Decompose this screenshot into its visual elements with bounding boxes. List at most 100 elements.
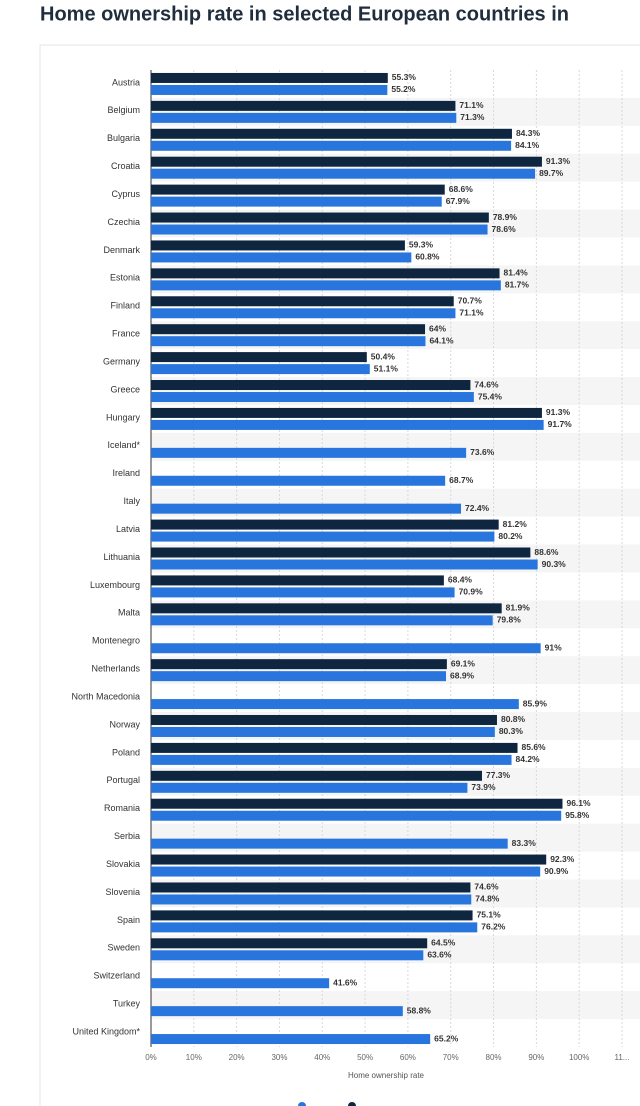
bar [151, 128, 512, 139]
bar [151, 308, 456, 319]
value-label: 84.1% [515, 140, 540, 150]
bar [151, 519, 499, 530]
value-label: 92.3% [550, 854, 575, 864]
value-label: 80.8% [501, 714, 526, 724]
y-tick-label: Luxembourg [90, 580, 140, 590]
y-tick-label: Hungary [106, 412, 141, 422]
value-label: 77.3% [486, 770, 511, 780]
value-label: 85.9% [523, 698, 548, 708]
bar [151, 503, 462, 514]
y-tick-label: Montenegro [92, 636, 140, 646]
value-label: 55.3% [392, 72, 417, 82]
bar [151, 854, 547, 865]
bar [151, 392, 474, 403]
x-tick-label: 20% [229, 1053, 245, 1062]
value-label: 70.9% [459, 587, 484, 597]
bar [151, 72, 388, 83]
value-label: 71.1% [459, 308, 484, 318]
x-tick-label: 11... [615, 1053, 630, 1062]
bar [151, 782, 468, 793]
x-tick-label: 0% [145, 1053, 157, 1062]
bar [151, 112, 457, 123]
value-label: 91% [545, 642, 562, 652]
y-tick-label: Czechia [107, 217, 140, 227]
x-tick-label: 30% [271, 1053, 287, 1062]
y-tick-label: Malta [118, 608, 140, 618]
x-tick-label: 100% [569, 1053, 589, 1062]
bar [151, 587, 455, 598]
y-tick-label: Portugal [106, 775, 140, 785]
bar [151, 447, 467, 458]
bar [151, 475, 446, 486]
value-label: 84.3% [516, 128, 541, 138]
y-tick-label: Turkey [113, 999, 141, 1009]
bar [151, 754, 512, 765]
value-label: 78.9% [493, 212, 518, 222]
bar [151, 296, 454, 307]
value-label: 63.6% [427, 950, 452, 960]
bar [151, 419, 544, 430]
y-tick-label: Finland [110, 301, 140, 311]
value-label: 71.3% [460, 112, 485, 122]
bar [151, 922, 478, 933]
value-label: 79.8% [497, 615, 522, 625]
y-tick-label: Italy [123, 496, 140, 506]
y-tick-label: Serbia [114, 831, 140, 841]
bar [151, 156, 542, 167]
bar [151, 671, 447, 682]
y-tick-label: Sweden [107, 943, 140, 953]
bar [151, 643, 541, 654]
bar [151, 699, 519, 710]
value-label: 55.2% [391, 84, 416, 94]
x-tick-label: 40% [314, 1053, 330, 1062]
bar [151, 184, 445, 195]
y-tick-label: Spain [117, 915, 140, 925]
y-tick-label: Poland [112, 747, 140, 757]
bar [151, 615, 493, 626]
value-label: 75.1% [477, 910, 502, 920]
bar [151, 324, 426, 335]
y-tick-label: Iceland* [107, 440, 140, 450]
value-label: 95.8% [565, 810, 590, 820]
bar [151, 838, 508, 849]
value-label: 74.6% [474, 882, 499, 892]
y-tick-label: Slovakia [106, 859, 140, 869]
value-label: 67.9% [446, 196, 471, 206]
bar [151, 547, 531, 558]
value-label: 89.7% [539, 168, 564, 178]
bar [151, 559, 538, 570]
value-label: 91.7% [548, 419, 573, 429]
y-tick-label: Lithuania [103, 552, 140, 562]
value-label: 85.6% [522, 742, 547, 752]
bar [151, 726, 495, 737]
value-label: 74.6% [474, 379, 499, 389]
value-label: 65.2% [434, 1033, 459, 1043]
bar [151, 894, 472, 905]
value-label: 41.6% [333, 977, 358, 987]
x-tick-label: 50% [357, 1053, 373, 1062]
bar [151, 714, 497, 725]
bar [151, 407, 542, 418]
y-tick-label: Croatia [111, 161, 140, 171]
value-label: 88.6% [534, 547, 559, 557]
value-label: 72.4% [465, 503, 490, 513]
value-label: 50.4% [371, 351, 396, 361]
value-label: 83.3% [512, 838, 537, 848]
bar [151, 252, 412, 263]
y-tick-label: Greece [110, 384, 140, 394]
y-tick-label: France [112, 329, 140, 339]
bar [151, 810, 562, 821]
y-tick-label: Slovenia [105, 887, 140, 897]
x-tick-label: 80% [486, 1053, 502, 1062]
bar [151, 1006, 403, 1017]
legend-marker [298, 1102, 306, 1106]
value-label: 73.9% [471, 782, 496, 792]
value-label: 80.3% [499, 726, 524, 736]
legend-marker [348, 1102, 356, 1106]
bar [151, 1034, 431, 1045]
y-tick-label: Cyprus [111, 189, 140, 199]
value-label: 68.6% [449, 184, 474, 194]
bar [151, 742, 518, 753]
y-tick-label: Denmark [103, 245, 140, 255]
x-tick-label: 70% [443, 1053, 459, 1062]
